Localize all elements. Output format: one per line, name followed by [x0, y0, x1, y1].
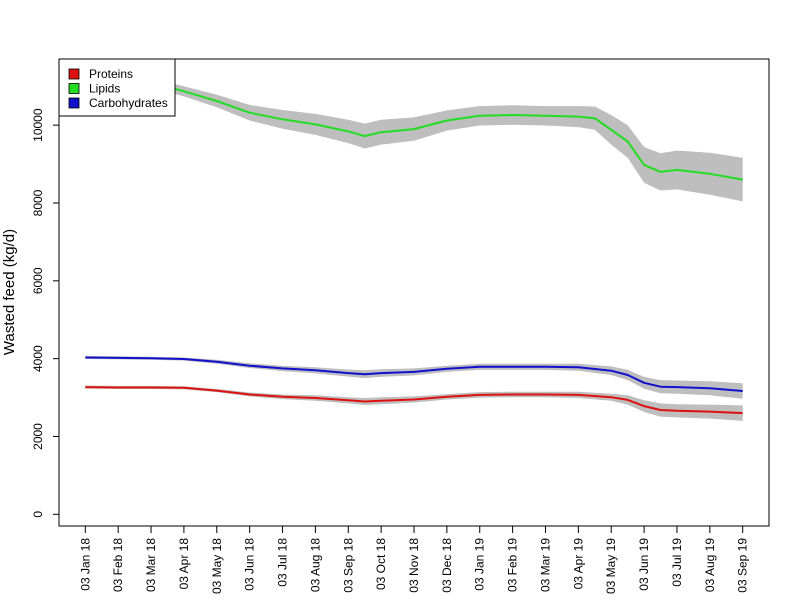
x-tick-label: 03 Jan 18 [78, 538, 92, 591]
band-lipids [85, 66, 743, 202]
x-tick-label: 03 Sep 19 [736, 538, 750, 593]
x-tick-label: 03 Oct 18 [374, 538, 388, 590]
x-tick-label: 03 Dec 18 [440, 538, 454, 593]
x-tick-label: 03 Aug 18 [308, 538, 322, 592]
y-tick-label: 4000 [31, 345, 45, 372]
x-tick-label: 03 Aug 19 [703, 538, 717, 592]
x-tick-label: 03 Sep 18 [341, 538, 355, 593]
series-line-carbohydrates [85, 356, 743, 392]
series-line-proteins [85, 386, 743, 415]
x-tick-label: 03 May 19 [604, 538, 618, 594]
x-tick-label: 03 Jun 18 [243, 538, 257, 591]
y-tick-label: 10000 [31, 108, 45, 142]
legend-label-carbohydrates: Carbohydrates [89, 96, 168, 110]
series-lines [85, 69, 743, 415]
x-tick-label: 03 Mar 18 [144, 538, 158, 592]
x-tick-label: 03 Mar 19 [538, 538, 552, 592]
legend-label-lipids: Lipids [89, 82, 120, 96]
x-tick-label: 03 Apr 18 [177, 538, 191, 590]
series-line-lipids [85, 69, 743, 181]
legend-label-proteins: Proteins [89, 67, 133, 81]
legend-swatch-carbohydrates [68, 97, 80, 109]
x-tick-label: 03 Feb 19 [506, 538, 520, 592]
x-tick-label: 03 Feb 18 [111, 538, 125, 592]
x-axis: 03 Jan 18 03 Feb 18 03 Mar 18 03 Apr 18 03 M… [78, 526, 750, 594]
x-tick-label: 03 Jun 19 [637, 538, 651, 591]
legend-swatch-lipids [68, 83, 80, 94]
x-tick-label: 03 Nov 18 [407, 538, 421, 593]
y-tick-label: 6000 [31, 267, 45, 294]
y-axis-label: Wasted feed (kg/d) [1, 229, 18, 355]
y-tick-label: 8000 [31, 189, 45, 216]
x-tick-label: 03 Jul 19 [670, 538, 684, 587]
x-tick-label: 03 Apr 19 [571, 538, 585, 590]
x-tick-label: 03 Jan 19 [473, 538, 487, 591]
y-axis: 0 2000 4000 6000 8000 10000 [31, 108, 59, 518]
y-tick-label: 0 [31, 511, 45, 518]
y-tick-label: 2000 [31, 423, 45, 450]
legend-swatch-proteins [68, 68, 80, 80]
x-tick-label: 03 Jul 18 [276, 538, 290, 587]
x-tick-label: 03 May 18 [210, 538, 224, 594]
